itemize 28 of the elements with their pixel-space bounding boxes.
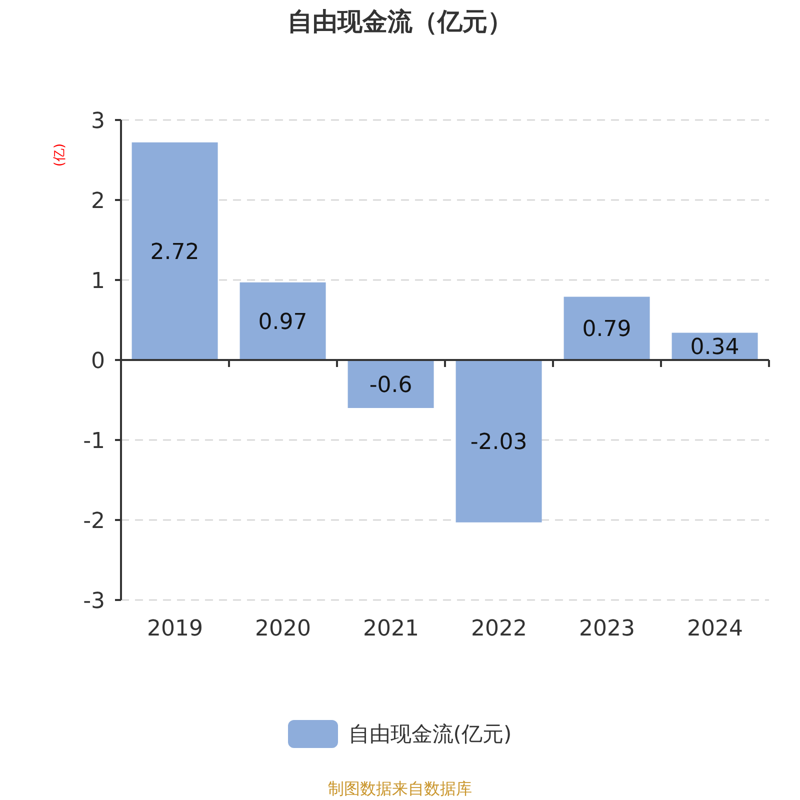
bar [564, 296, 650, 360]
x-tick-label: 2024 [687, 616, 743, 642]
data-label: -0.6 [369, 372, 412, 398]
y-tick-label: 1 [91, 268, 105, 294]
x-tick-label: 2022 [471, 616, 527, 642]
y-tick-label: 2 [91, 188, 105, 214]
y-tick-label: -2 [83, 508, 105, 534]
chart-title: 自由现金流（亿元） [286, 6, 514, 38]
legend-label: 自由现金流(亿元) [348, 721, 512, 748]
x-tick-label: 2023 [579, 616, 635, 642]
data-label: 0.79 [582, 317, 632, 342]
x-tick-label: 2020 [255, 616, 311, 642]
y-tick-label: -1 [83, 428, 105, 454]
data-label: 0.34 [690, 335, 740, 360]
bar [240, 282, 326, 360]
data-label: 0.97 [258, 310, 308, 336]
bar [348, 360, 434, 408]
data-label: -2.03 [470, 430, 528, 456]
bar [456, 360, 542, 522]
bar [132, 142, 218, 360]
text: 制图数据来自数据库 [327, 778, 473, 800]
y-axis-title: (亿) [52, 143, 68, 167]
y-tick-label: -3 [83, 588, 105, 614]
x-tick-label: 2021 [363, 616, 419, 642]
x-tick-label: 2019 [147, 616, 203, 642]
y-tick-label: 3 [91, 108, 105, 134]
y-tick-label: 0 [91, 348, 105, 374]
data-label: 2.72 [150, 240, 200, 266]
